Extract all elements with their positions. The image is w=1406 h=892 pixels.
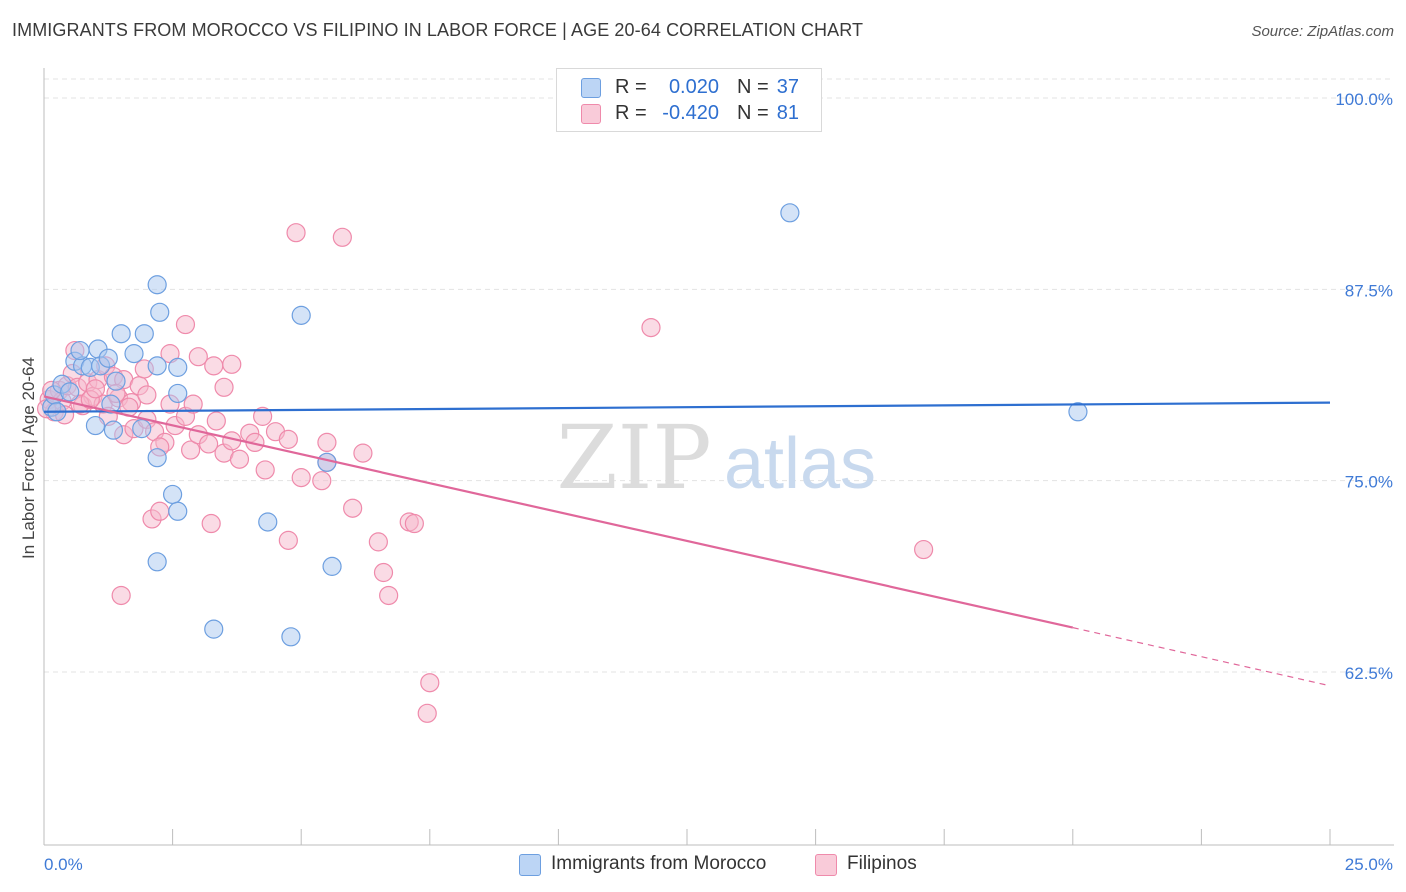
filipino-point [286,223,306,243]
filipino-point [150,501,170,521]
morocco-point [258,512,278,532]
morocco-point [147,275,167,295]
legend-n-value-filipino: 81 [776,102,799,124]
morocco-point [291,305,311,325]
morocco-point [147,552,167,572]
morocco-point [281,627,301,647]
filipino-point [317,432,337,452]
morocco-point [150,302,170,322]
bottom-legend-label-filipino: Filipinos [847,853,917,874]
filipino-point [353,443,373,463]
filipino-point [201,513,221,534]
grid-lines [44,78,1394,673]
morocco-point [780,203,800,223]
y-tick-label: 75.0% [1345,473,1393,492]
filipino-point [291,468,311,488]
filipino-point [181,440,201,460]
filipino-point [175,314,196,335]
filipino-point [255,460,275,480]
legend-r-label: R = [615,102,647,124]
morocco-point [134,324,154,344]
morocco-point [101,394,121,414]
filipino-point [229,449,250,469]
filipino-point [404,513,424,534]
x-tick-label-end: 25.0% [1345,855,1393,874]
bottom-legend-label-morocco: Immigrants from Morocco [551,853,767,874]
morocco-point [168,357,188,377]
morocco-point [168,383,188,404]
legend-n-label: N = [737,102,769,124]
y-tick-label: 62.5% [1345,664,1393,683]
filipino-point [312,471,332,491]
legend-n-value-morocco: 37 [776,76,799,98]
filipino-point [373,562,394,583]
morocco-point [106,371,126,391]
trend-line-filipino [43,395,1074,629]
morocco-point [124,344,144,364]
x-tick-label-start: 0.0% [44,855,83,874]
legend-r-value-filipino: -0.420 [662,102,719,124]
morocco-point [204,619,224,639]
filipino-point [417,703,437,723]
axes [43,68,1394,846]
morocco-point [60,382,80,402]
tick-labels: 62.5% 75.0% 87.5% 100.0% 0.0% 25.0% [44,90,1393,874]
correlation-legend: R = 0.020 N = 37 R = -0.420 N = 81 [556,68,822,132]
trend-line-filipino-extension [1072,627,1331,687]
morocco-point [147,356,167,376]
data-points [36,203,1088,723]
filipino-point [199,434,219,454]
filipino-point [183,394,203,414]
bottom-legend-swatch-morocco [519,854,541,876]
filipino-point [214,377,234,397]
watermark-zip: ZIP [556,406,711,509]
filipino-point [111,585,131,606]
filipino-point [85,379,106,399]
filipino-point [641,318,661,338]
filipino-point [332,227,352,247]
morocco-point [322,556,342,576]
watermark-atlas: atlas [724,424,876,504]
filipino-point [222,354,242,374]
filipino-point [368,532,388,552]
filipino-point [137,385,157,405]
chart-title: IMMIGRANTS FROM MOROCCO VS FILIPINO IN L… [12,20,864,40]
bottom-legend-swatch-filipino [815,854,837,876]
watermark: ZIP atlas [556,406,876,509]
legend-swatch-morocco [581,78,601,98]
morocco-point [85,415,106,436]
morocco-point [103,420,124,440]
filipino-point [914,539,934,560]
filipino-point [343,498,363,518]
source-label: Source: ZipAtlas.com [1251,23,1394,40]
morocco-point [132,419,152,439]
filipino-point [206,411,226,431]
filipino-point [188,347,208,367]
filipino-point [278,530,298,550]
legend-n-label: N = [737,76,769,98]
morocco-point [163,484,183,505]
morocco-point [70,340,90,361]
morocco-point [147,448,167,468]
legend-row-filipino: R = -0.420 N = 81 [557,101,821,127]
trend-line-morocco [43,401,1331,413]
morocco-point [98,348,118,368]
morocco-point [111,324,131,344]
filipino-point [379,585,399,606]
morocco-point [168,501,188,521]
morocco-point [1068,402,1088,422]
filipino-point [420,673,440,693]
legend-r-label: R = [615,76,647,98]
filipino-point [253,406,273,426]
trend-lines [43,395,1331,687]
legend-r-value-morocco: 0.020 [668,76,719,98]
y-tick-label: 100.0% [1335,90,1393,109]
filipino-point [278,429,298,449]
filipino-point [204,356,224,376]
legend-swatch-filipino [581,104,601,124]
legend-row-morocco: R = 0.020 N = 37 [557,75,821,101]
y-tick-label: 87.5% [1345,281,1393,300]
